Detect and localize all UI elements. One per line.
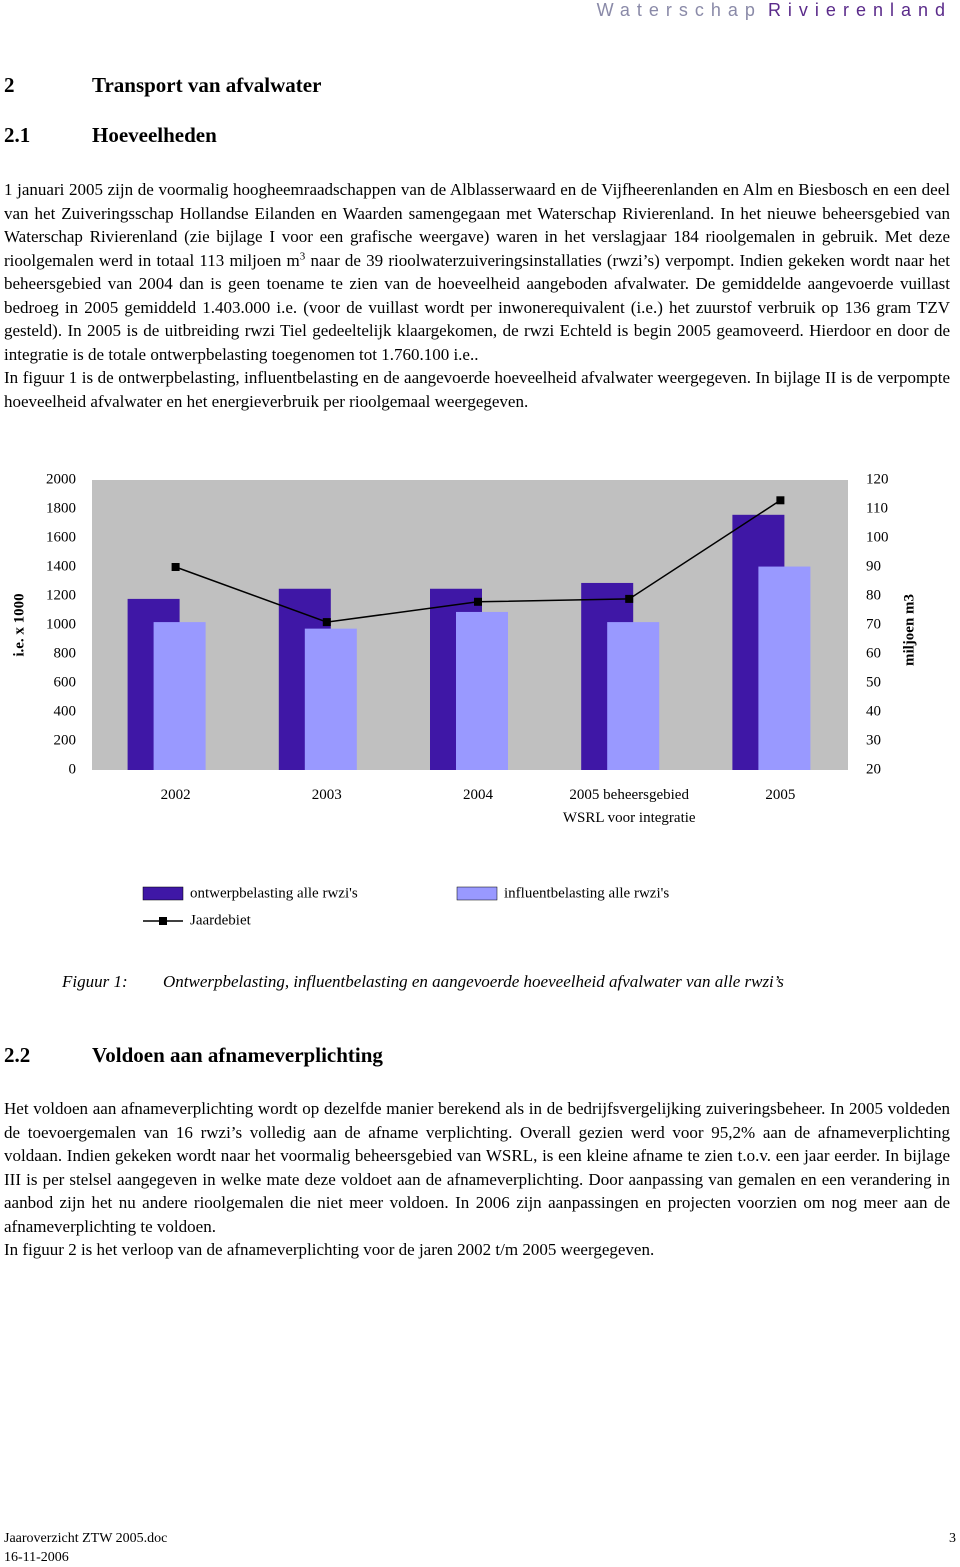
y-tick-label: 1600 xyxy=(46,529,76,545)
heading: 2 Transport van afvalwater xyxy=(4,73,321,98)
footer-date: 16-11-2006 xyxy=(4,1550,69,1565)
line-marker xyxy=(171,563,180,571)
y-tick-label: 1200 xyxy=(46,587,76,603)
heading-number: 2.1 xyxy=(4,123,31,147)
y-tick-label: 0 xyxy=(69,761,77,777)
y-tick-label: 400 xyxy=(54,703,77,719)
y2-tick-label: 80 xyxy=(866,587,881,603)
paragraph: 1 januari 2005 zijn de voormalig hooghee… xyxy=(4,178,950,413)
y-tick-label: 600 xyxy=(54,674,77,690)
y2-tick-label: 120 xyxy=(866,471,889,487)
legend-swatch xyxy=(142,886,184,901)
caption-text: Ontwerpbelasting, influentbelasting en a… xyxy=(163,972,784,991)
heading-title: Transport van afvalwater xyxy=(92,73,322,97)
heading-title: Hoeveelheden xyxy=(92,123,217,147)
y2-tick-label: 100 xyxy=(866,529,889,545)
superscript: 3 xyxy=(299,249,306,262)
text: 1 januari 2005 zijn de voormalig hooghee… xyxy=(4,180,950,270)
y-axis-title: i.e. x 1000 xyxy=(11,593,27,656)
chart: 0 200 400 600 800 1000 1200 1400 1600 1800 2000 20 3… xyxy=(0,460,960,940)
text: In figuur 1 is de ontwerpbelasting, infl… xyxy=(4,368,950,411)
x-tick-label: 2005 beheersgebied WSRL voor integratie xyxy=(562,787,696,826)
heading: 2.1 Hoeveelheden xyxy=(4,123,217,148)
line-marker xyxy=(322,618,331,627)
bar xyxy=(456,611,508,770)
heading-number: 2.2 xyxy=(4,1043,31,1067)
text: naar de 39 rioolwaterzuiveringsinstallat… xyxy=(4,250,951,364)
bar xyxy=(304,628,357,770)
y2-tick-label: 90 xyxy=(866,558,881,574)
y-tick-label: 200 xyxy=(54,732,77,748)
legend-label: Jaardebiet xyxy=(190,912,252,928)
footer-page: 3 xyxy=(949,1531,956,1546)
legend-swatch xyxy=(456,886,498,901)
y2-tick-label: 70 xyxy=(866,616,881,632)
text: Het voldoen aan afnameverplichting wordt… xyxy=(4,1099,950,1236)
bar xyxy=(758,566,811,770)
y-tick-label: 1000 xyxy=(46,616,76,632)
header-right: Rivierenland xyxy=(767,0,952,20)
y-tick-label: 1800 xyxy=(46,500,76,516)
line-marker xyxy=(776,496,785,505)
legend-label: influentbelasting alle rwzi's xyxy=(504,885,669,901)
y2-tick-label: 50 xyxy=(866,674,881,690)
y2-tick-label: 60 xyxy=(866,645,881,661)
y-tick-label: 800 xyxy=(54,645,77,661)
paragraph: Het voldoen aan afnameverplichting wordt… xyxy=(4,1097,950,1262)
x-tick-label: 2005 xyxy=(765,787,796,803)
legend-label: ontwerpbelasting alle rwzi's xyxy=(190,885,358,901)
line-marker xyxy=(625,594,634,603)
y-tick-label: 2000 xyxy=(46,471,76,487)
caption-label: Figuur 1: xyxy=(62,972,128,991)
heading: 2.2 Voldoen aan afnameverplichting xyxy=(4,1043,383,1068)
footer-file: Jaaroverzicht ZTW 2005.doc xyxy=(4,1531,168,1546)
legend-marker xyxy=(159,917,167,925)
text: In figuur 2 is het verloop van de afname… xyxy=(4,1240,655,1259)
x-tick-label: 2002 xyxy=(160,787,191,803)
heading-title: Voldoen aan afnameverplichting xyxy=(92,1043,383,1067)
page-header: Waterschap Rivierenland xyxy=(597,0,952,21)
y2-axis-title: miljoen m3 xyxy=(901,594,917,666)
y2-tick-label: 30 xyxy=(866,732,881,748)
y2-tick-label: 40 xyxy=(866,703,881,719)
y2-tick-label: 20 xyxy=(866,761,881,777)
x-tick-label: 2004 xyxy=(463,787,493,803)
chart-svg: 0 200 400 600 800 1000 1200 1400 1600 1800 2000 20 3… xyxy=(11,471,917,928)
heading-number: 2 xyxy=(4,73,15,97)
y-tick-label: 1400 xyxy=(46,558,76,574)
bar xyxy=(607,622,660,770)
y2-tick-label: 110 xyxy=(866,500,888,516)
header-left: Waterschap xyxy=(596,0,762,20)
bar xyxy=(153,622,206,770)
x-tick-label: 2003 xyxy=(311,787,342,803)
line-marker xyxy=(474,597,482,606)
